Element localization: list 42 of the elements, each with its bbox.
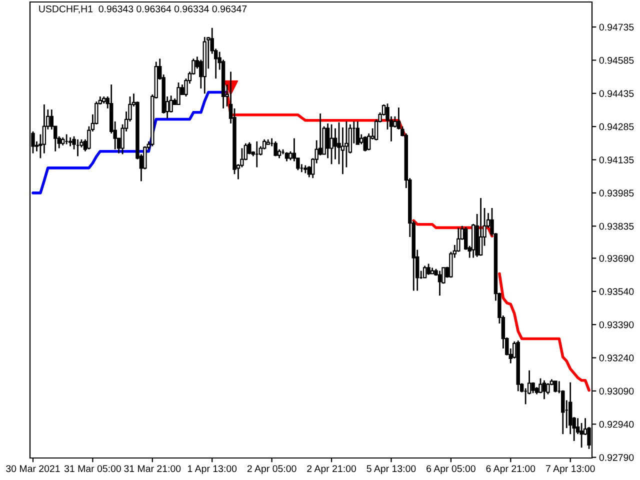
candlestick xyxy=(422,265,427,278)
x-tick-label: 2 Apr 21:00 xyxy=(307,465,356,474)
candlestick xyxy=(546,382,550,395)
candlestick xyxy=(42,104,46,154)
y-tick-label: 0.93240 xyxy=(599,354,634,362)
candlestick xyxy=(363,136,367,152)
x-tick-label: 30 Mar 2021 xyxy=(6,465,60,472)
y-tick-label: 0.93690 xyxy=(599,254,634,262)
y-tick-label: 0.94435 xyxy=(599,90,634,97)
candlestick xyxy=(356,120,360,145)
candlestick xyxy=(478,197,483,256)
candlestick xyxy=(176,82,180,106)
candlestick xyxy=(580,422,584,448)
x-tick-label: 7 Apr 13:00 xyxy=(546,465,595,474)
x-tick-label: 5 Apr 13:00 xyxy=(366,465,416,474)
x-tick-label: 6 Apr 05:00 xyxy=(426,465,476,474)
y-tick-label: 0.93390 xyxy=(599,321,634,328)
candlestick xyxy=(426,263,430,276)
candlestick xyxy=(554,380,558,393)
y-tick-label: 0.92790 xyxy=(599,454,634,461)
x-tick-label: 1 Apr 13:00 xyxy=(188,465,237,474)
x-tick-label: 2 Apr 05:00 xyxy=(247,465,296,474)
y-tick-label: 0.93985 xyxy=(599,190,634,197)
chart-title: USDCHF,H1 0.96343 0.96364 0.96334 0.96347 xyxy=(39,5,247,14)
candlestick xyxy=(366,132,371,151)
x-tick-label: 6 Apr 21:00 xyxy=(486,465,536,474)
y-tick-label: 0.93090 xyxy=(599,388,634,395)
y-tick-label: 0.94585 xyxy=(599,56,634,64)
candlestick xyxy=(393,116,397,128)
y-tick-label: 0.94135 xyxy=(599,156,634,164)
candlestick xyxy=(274,140,278,157)
y-tick-label: 0.94735 xyxy=(599,24,634,31)
x-tick-label: 31 Mar 05:00 xyxy=(64,465,121,472)
y-tick-label: 0.92940 xyxy=(599,420,634,428)
candlestick xyxy=(330,124,334,165)
candlestick xyxy=(438,270,442,296)
y-tick-label: 0.93540 xyxy=(599,288,634,296)
candlestick xyxy=(284,152,289,162)
candlestick xyxy=(542,380,546,400)
y-tick-label: 0.93835 xyxy=(599,222,634,230)
y-tick-label: 0.94285 xyxy=(599,123,634,130)
x-tick-label: 31 Mar 21:00 xyxy=(124,465,181,472)
